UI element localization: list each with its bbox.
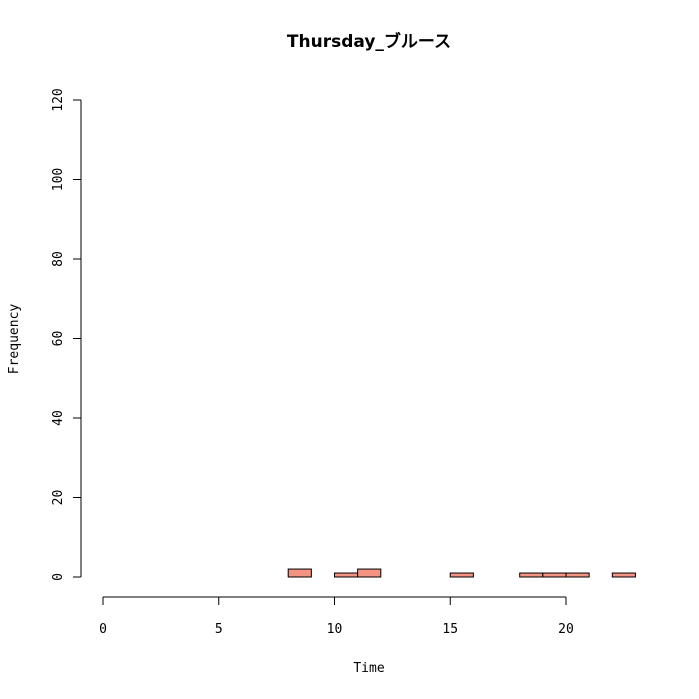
x-tick-label-0: 0 xyxy=(99,622,107,637)
chart-title: Thursday_ブルース xyxy=(287,31,451,52)
y-tick-label-60: 60 xyxy=(51,331,66,347)
y-tick-label-80: 80 xyxy=(51,251,66,267)
histogram-bar-22 xyxy=(611,572,636,578)
histogram-bar-20 xyxy=(565,572,590,578)
histogram-bar-8 xyxy=(287,568,312,578)
histogram-bar-18 xyxy=(519,572,544,578)
y-tick-label-120: 120 xyxy=(51,88,66,111)
histogram-bar-15 xyxy=(449,572,474,578)
y-tick-label-100: 100 xyxy=(51,168,66,191)
bars xyxy=(287,568,636,578)
x-axis: 0 5 10 15 20 xyxy=(99,596,574,637)
x-axis-label: Time xyxy=(353,661,384,676)
histogram-bar-10 xyxy=(334,572,359,578)
x-tick-label-5: 5 xyxy=(215,622,223,637)
y-tick-label-0: 0 xyxy=(51,573,66,581)
x-tick-label-15: 15 xyxy=(442,622,458,637)
x-tick-label-20: 20 xyxy=(558,622,574,637)
y-axis-label: Frequency xyxy=(7,304,22,375)
histogram-bar-19 xyxy=(542,572,567,578)
y-tick-label-20: 20 xyxy=(51,490,66,506)
histogram-bar-11 xyxy=(357,568,382,578)
x-tick-label-10: 10 xyxy=(327,622,343,637)
y-tick-label-40: 40 xyxy=(51,410,66,426)
y-axis: 0 20 40 60 80 100 120 xyxy=(51,88,82,581)
